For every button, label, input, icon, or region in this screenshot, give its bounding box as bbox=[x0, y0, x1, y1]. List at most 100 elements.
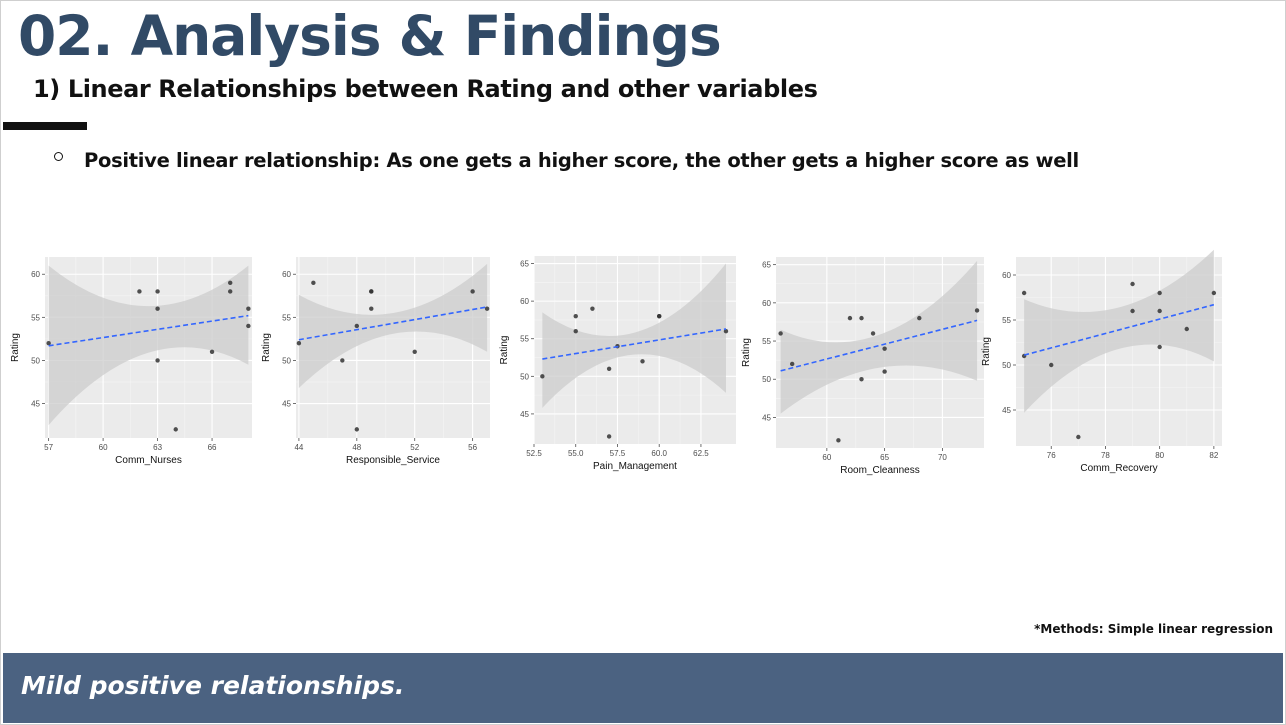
x-tick-label: 52 bbox=[410, 443, 419, 452]
data-point bbox=[369, 306, 374, 311]
data-point bbox=[246, 323, 251, 329]
data-point bbox=[1157, 344, 1162, 350]
y-tick-label: 55 bbox=[1002, 316, 1011, 325]
data-point bbox=[836, 438, 841, 443]
y-tick-label: 55 bbox=[520, 335, 529, 344]
x-tick-label: 66 bbox=[208, 443, 217, 452]
data-point bbox=[228, 289, 233, 294]
y-tick-label: 55 bbox=[282, 313, 291, 322]
data-point bbox=[155, 289, 160, 294]
data-point bbox=[354, 427, 360, 432]
data-point bbox=[46, 340, 51, 346]
y-tick-label: 45 bbox=[282, 400, 291, 409]
x-tick-label: 76 bbox=[1047, 451, 1056, 460]
data-point bbox=[484, 306, 490, 311]
x-tick-label: 57.5 bbox=[610, 449, 626, 458]
data-point bbox=[847, 315, 853, 321]
x-tick-label: 55.0 bbox=[568, 449, 584, 458]
y-tick-label: 45 bbox=[1002, 406, 1011, 415]
data-point bbox=[657, 313, 662, 319]
section-subtitle: 1) Linear Relationships between Rating a… bbox=[33, 75, 818, 103]
y-tick-label: 65 bbox=[762, 261, 771, 270]
data-point bbox=[470, 289, 475, 294]
y-tick-label: 50 bbox=[520, 372, 529, 381]
y-axis-title: Rating bbox=[741, 338, 752, 367]
data-point bbox=[354, 323, 360, 329]
x-tick-label: 78 bbox=[1101, 451, 1110, 460]
data-point bbox=[870, 331, 876, 336]
y-tick-label: 45 bbox=[31, 400, 40, 409]
x-axis-title: Pain_Management bbox=[593, 461, 677, 472]
bullet-text: Positive linear relationship: As one get… bbox=[84, 149, 1079, 172]
data-point bbox=[1157, 290, 1162, 296]
y-tick-label: 50 bbox=[1002, 361, 1011, 370]
data-point bbox=[882, 369, 887, 374]
bullet-circle-icon bbox=[54, 152, 63, 161]
y-tick-label: 60 bbox=[31, 270, 40, 279]
data-point bbox=[789, 361, 795, 367]
data-point bbox=[859, 315, 864, 321]
data-point bbox=[1211, 290, 1217, 296]
x-tick-label: 65 bbox=[880, 453, 889, 462]
data-point bbox=[228, 280, 233, 286]
data-point bbox=[590, 306, 595, 311]
data-point bbox=[1076, 434, 1081, 440]
data-point bbox=[209, 349, 215, 355]
y-tick-label: 60 bbox=[762, 299, 771, 308]
regression-line bbox=[780, 319, 978, 372]
y-axis-title: Rating bbox=[981, 337, 992, 366]
data-point bbox=[723, 329, 729, 334]
x-tick-label: 70 bbox=[938, 453, 947, 462]
x-tick-label: 48 bbox=[352, 443, 361, 452]
x-tick-label: 63 bbox=[153, 443, 162, 452]
x-tick-label: 44 bbox=[294, 443, 303, 452]
banner-text: Mild positive relationships. bbox=[21, 671, 405, 700]
data-point bbox=[974, 308, 980, 313]
methods-footnote: *Methods: Simple linear regression bbox=[1034, 622, 1273, 636]
page-title: 02. Analysis & Findings bbox=[18, 4, 722, 68]
data-point bbox=[1130, 281, 1135, 287]
x-tick-label: 56 bbox=[468, 443, 477, 452]
data-point bbox=[311, 280, 316, 286]
x-axis-title: Comm_Nurses bbox=[115, 455, 182, 466]
y-tick-label: 45 bbox=[520, 410, 529, 419]
data-point bbox=[917, 315, 922, 321]
y-tick-label: 60 bbox=[282, 270, 291, 279]
data-point bbox=[606, 366, 612, 371]
data-point bbox=[1184, 326, 1189, 332]
x-tick-label: 80 bbox=[1155, 451, 1164, 460]
confidence-band bbox=[298, 263, 488, 389]
confidence-band bbox=[48, 265, 249, 426]
x-tick-label: 82 bbox=[1209, 451, 1218, 460]
y-tick-label: 55 bbox=[762, 337, 771, 346]
y-axis-title: Rating bbox=[499, 336, 510, 365]
regression-line bbox=[48, 314, 249, 347]
data-point bbox=[173, 427, 178, 432]
x-tick-label: 52.5 bbox=[526, 449, 542, 458]
confidence-band bbox=[780, 260, 978, 414]
data-point bbox=[859, 377, 864, 382]
data-point bbox=[1021, 290, 1027, 296]
x-tick-label: 60 bbox=[822, 453, 831, 462]
regression-line bbox=[542, 328, 727, 360]
y-axis-title: Rating bbox=[261, 333, 272, 362]
y-tick-label: 60 bbox=[1002, 271, 1011, 280]
data-point bbox=[340, 358, 345, 363]
y-tick-label: 50 bbox=[762, 375, 771, 384]
x-tick-label: 60.0 bbox=[651, 449, 667, 458]
x-axis-title: Comm_Recovery bbox=[1080, 463, 1157, 474]
y-tick-label: 60 bbox=[520, 297, 529, 306]
y-tick-label: 50 bbox=[282, 356, 291, 365]
data-point bbox=[137, 289, 142, 294]
data-point bbox=[369, 289, 374, 294]
data-point bbox=[778, 331, 783, 336]
x-tick-label: 60 bbox=[99, 443, 108, 452]
regression-line bbox=[1023, 303, 1215, 356]
data-point bbox=[640, 359, 645, 364]
y-axis-title: Rating bbox=[10, 333, 21, 362]
